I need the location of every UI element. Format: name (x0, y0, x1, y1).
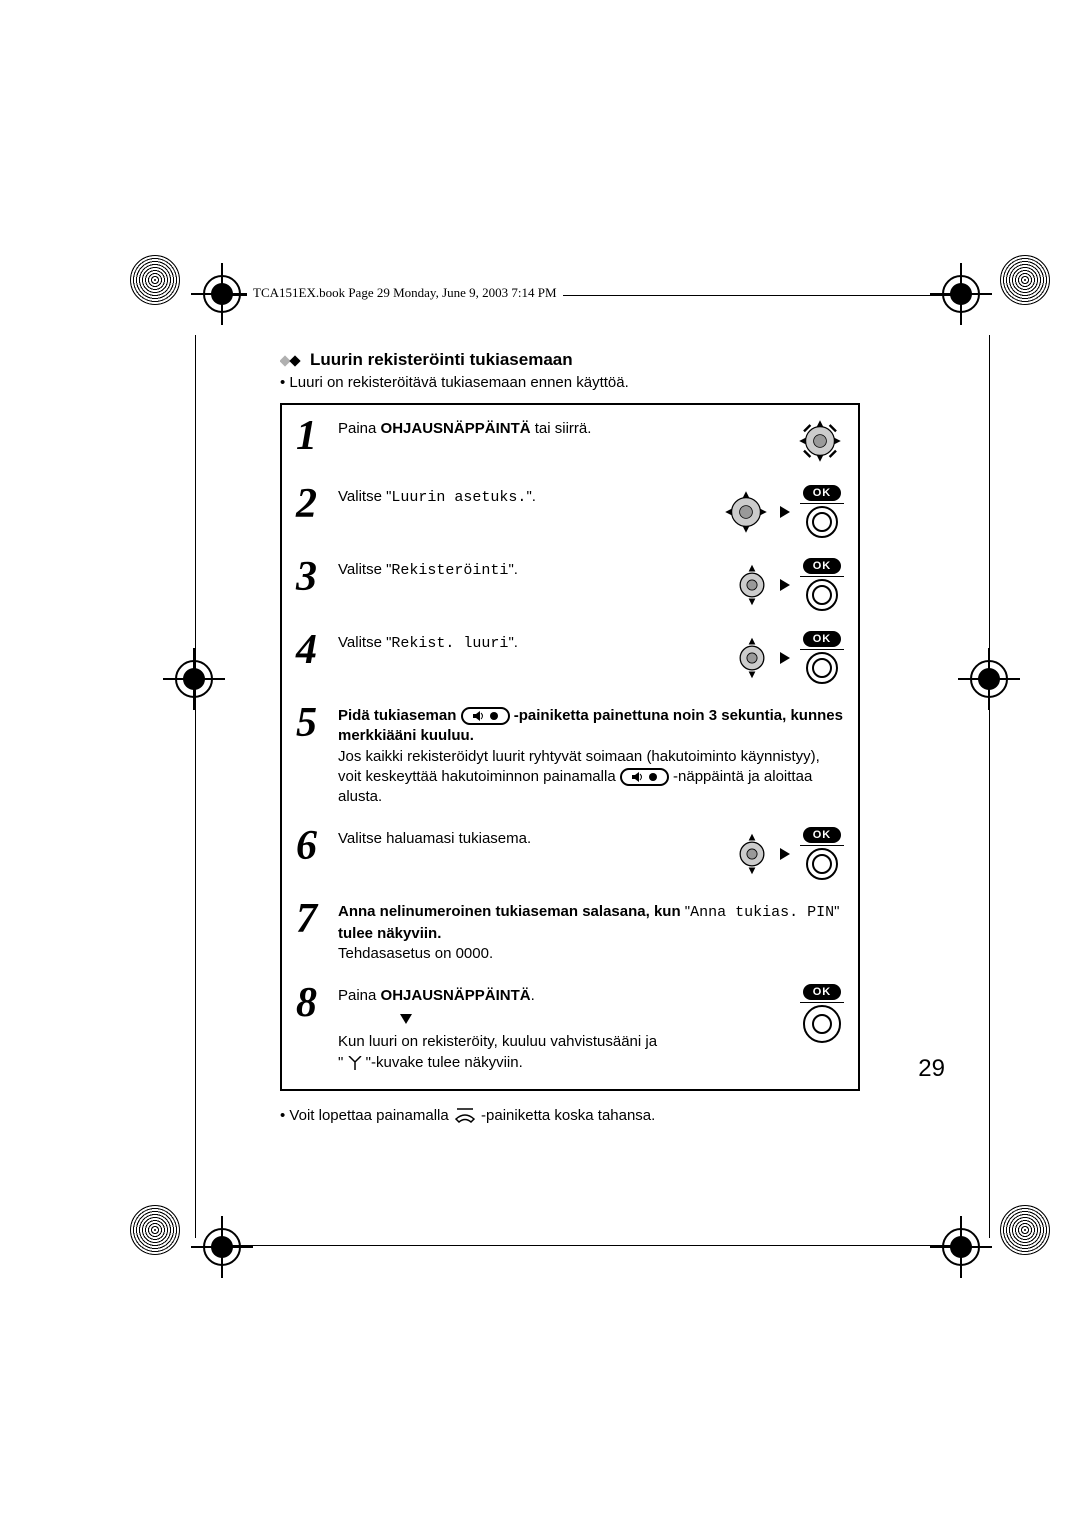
joystick-lr-icon (722, 488, 770, 536)
step-3-body: Valitse "Rekisteröinti". (338, 556, 724, 581)
reg-target-left (175, 660, 213, 698)
step-3-icons: OK (734, 556, 844, 611)
ok-stack-4: OK (800, 631, 844, 684)
arrow-right-icon (780, 652, 790, 664)
arrow-right-icon (780, 506, 790, 518)
ring-button-icon (806, 506, 838, 538)
step-num-7: 7 (296, 898, 334, 940)
step-8-footer1: Kun luuri on rekisteröity, kuuluu vahvis… (338, 1032, 790, 1052)
joystick-ud-icon (734, 563, 770, 607)
ring-button-icon (803, 1005, 841, 1043)
reg-mark-tr (1000, 255, 1050, 305)
arrow-right-icon (780, 848, 790, 860)
step-num-4: 4 (296, 629, 334, 671)
ok-pill: OK (803, 558, 842, 574)
step-6-icons: OK (734, 825, 844, 880)
step-7: 7 Anna nelinumeroinen tukiaseman salasan… (296, 898, 844, 964)
ring-button-icon (806, 579, 838, 611)
step-8-body: Paina OHJAUSNÄPPÄINTÄ. Kun luuri on reki… (338, 982, 790, 1073)
step-num-6: 6 (296, 825, 334, 867)
endcall-icon (453, 1107, 477, 1125)
step-7-body: Anna nelinumeroinen tukiaseman salasana,… (338, 898, 844, 964)
step-6: 6 Valitse haluamasi tukiasema. OK (296, 825, 844, 880)
joystick-full-icon (796, 417, 844, 465)
section-title: Luurin rekisteröinti tukiasemaan (280, 350, 860, 370)
frame-line-bottom (230, 1245, 960, 1246)
step-8-footer2: " "-kuvake tulee näkyviin. (338, 1053, 790, 1073)
steps-box: 1 Paina OHJAUSNÄPPÄINTÄ tai siirrä. 2 Va… (280, 403, 860, 1091)
step-num-2: 2 (296, 483, 334, 525)
section-title-text: Luurin rekisteröinti tukiasemaan (310, 350, 573, 369)
content-area: Luurin rekisteröinti tukiasemaan • Luuri… (280, 350, 860, 1125)
joystick-ud-icon (734, 832, 770, 876)
reg-mark-tl (130, 255, 180, 305)
step-num-5: 5 (296, 702, 334, 744)
step-5: 5 Pidä tukiaseman -painiketta painettuna… (296, 702, 844, 807)
step-1: 1 Paina OHJAUSNÄPPÄINTÄ tai siirrä. (296, 415, 844, 465)
frame-line-right (989, 335, 990, 1238)
joystick-ud-icon (734, 636, 770, 680)
reg-mark-br (1000, 1205, 1050, 1255)
ok-pill: OK (803, 827, 842, 843)
step-3: 3 Valitse "Rekisteröinti". OK (296, 556, 844, 611)
reg-mark-bl (130, 1205, 180, 1255)
reg-target-top-r (942, 275, 980, 313)
step-2-icons: OK (722, 483, 844, 538)
subtitle: • Luuri on rekisteröitävä tukiasemaan en… (280, 374, 860, 391)
step-4-body: Valitse "Rekist. luuri". (338, 629, 724, 654)
step-8-icons: OK (800, 982, 844, 1043)
step-2: 2 Valitse "Luurin asetuks.". OK (296, 483, 844, 538)
ok-pill: OK (803, 631, 842, 647)
step-num-1: 1 (296, 415, 334, 457)
header-text: TCA151EX.book Page 29 Monday, June 9, 20… (247, 285, 563, 301)
arrow-down-icon (400, 1014, 412, 1024)
diamond-bullets (280, 350, 304, 370)
ok-stack-3: OK (800, 558, 844, 611)
footer-note: • Voit lopettaa painamalla -painiketta k… (280, 1107, 860, 1125)
ok-stack-2: OK (800, 485, 844, 538)
ok-stack-6: OK (800, 827, 844, 880)
step-6-body: Valitse haluamasi tukiasema. (338, 825, 724, 849)
speaker-button-icon (620, 768, 669, 786)
ok-pill: OK (803, 485, 842, 501)
step-2-body: Valitse "Luurin asetuks.". (338, 483, 712, 508)
page-number: 29 (918, 1055, 945, 1083)
reg-target-bot-r (942, 1228, 980, 1266)
arrow-right-icon (780, 579, 790, 591)
step-4-icons: OK (734, 629, 844, 684)
ring-button-icon (806, 652, 838, 684)
ring-button-icon (806, 848, 838, 880)
step-num-3: 3 (296, 556, 334, 598)
ok-pill: OK (803, 984, 842, 1000)
antenna-icon (348, 1056, 362, 1070)
step-num-8: 8 (296, 982, 334, 1024)
speaker-button-icon (461, 707, 510, 725)
step-1-icons (796, 415, 844, 465)
reg-target-top-l (203, 275, 241, 313)
step-1-body: Paina OHJAUSNÄPPÄINTÄ tai siirrä. (338, 415, 786, 439)
ok-stack-8: OK (800, 984, 844, 1043)
step-5-body: Pidä tukiaseman -painiketta painettuna n… (338, 702, 844, 807)
step-4: 4 Valitse "Rekist. luuri". OK (296, 629, 844, 684)
step-8: 8 Paina OHJAUSNÄPPÄINTÄ. Kun luuri on re… (296, 982, 844, 1073)
frame-line-left (195, 335, 196, 1238)
reg-target-bot-l (203, 1228, 241, 1266)
